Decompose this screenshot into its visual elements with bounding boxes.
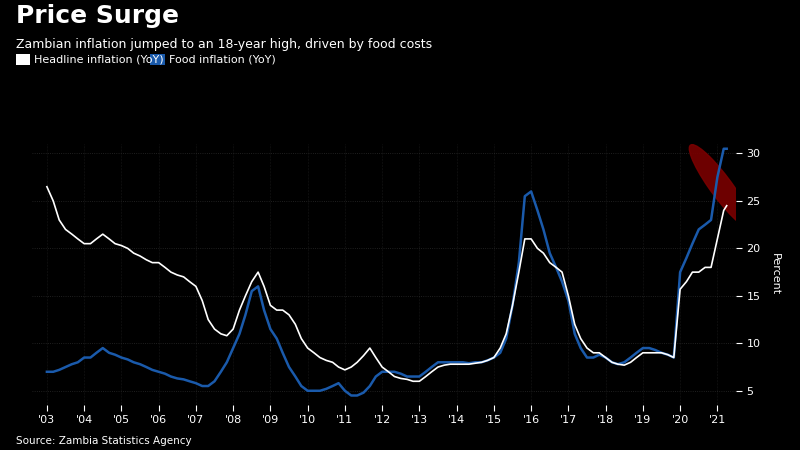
Text: Food inflation (YoY): Food inflation (YoY) (169, 54, 275, 65)
Text: Source: Zambia Statistics Agency: Source: Zambia Statistics Agency (16, 436, 192, 446)
Y-axis label: Percent: Percent (770, 253, 780, 296)
Ellipse shape (690, 144, 753, 229)
Text: Price Surge: Price Surge (16, 4, 179, 28)
Text: Headline inflation (YoY): Headline inflation (YoY) (34, 54, 164, 65)
Text: Zambian inflation jumped to an 18-year high, driven by food costs: Zambian inflation jumped to an 18-year h… (16, 38, 432, 51)
